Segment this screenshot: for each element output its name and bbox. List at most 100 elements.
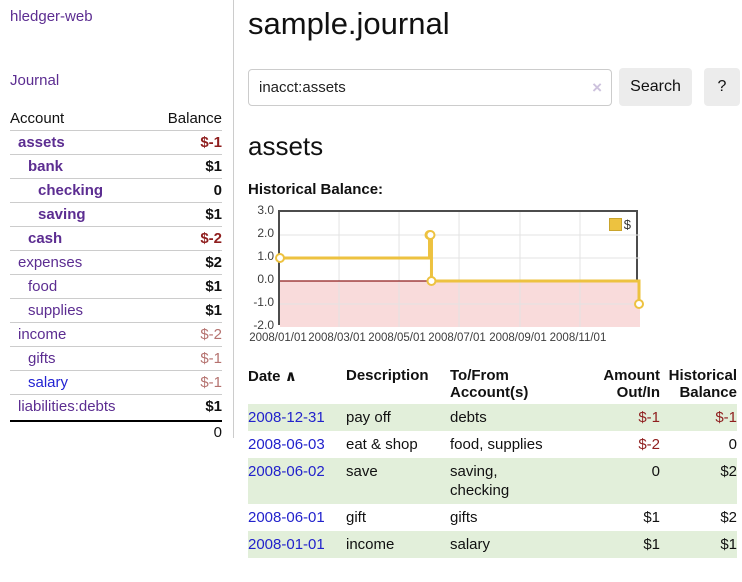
transaction-amount: 0	[583, 458, 660, 504]
transaction-balance: $1	[660, 531, 737, 558]
accounts-table-header: Account Balance	[10, 109, 222, 130]
x-axis-tick-label: 2008/11/01	[549, 332, 607, 344]
data-point-marker	[634, 299, 645, 309]
register-row: 2008-06-02 save saving, checking 0 $2	[248, 458, 737, 504]
header-amount-out-in: Amount Out/In	[603, 367, 660, 401]
transaction-accounts: debts	[450, 404, 583, 431]
account-balance: $1	[205, 158, 222, 175]
y-axis-tick-label: 3.0	[257, 203, 274, 217]
sidebar-item-journal[interactable]: Journal	[10, 72, 60, 89]
search-input[interactable]	[248, 68, 612, 106]
account-balance: $1	[205, 278, 222, 295]
data-point-marker	[425, 230, 436, 240]
legend-label: $	[623, 217, 631, 232]
y-axis-tick-label: 1.0	[257, 249, 274, 263]
transaction-balance: 0	[728, 436, 737, 453]
transaction-date-link[interactable]: 2008-06-02	[248, 463, 325, 480]
header-description: Description	[346, 367, 429, 384]
search-form: × Search ?	[248, 68, 742, 106]
account-link-gifts[interactable]: gifts	[28, 350, 56, 367]
account-link-checking[interactable]: checking	[38, 182, 104, 199]
legend-swatch	[608, 218, 622, 231]
search-button[interactable]: Search	[619, 68, 692, 106]
sidebar-accounts-table: Account Balance assets $-1 bank $1 check…	[10, 109, 222, 443]
account-row-assets: assets $-1	[10, 130, 222, 154]
account-link-income[interactable]: income	[18, 326, 67, 343]
transaction-amount: $-2	[638, 436, 660, 453]
transaction-amount: $1	[583, 531, 660, 558]
account-row-supplies: supplies $1	[10, 298, 222, 322]
account-row-income: income $-2	[10, 322, 222, 346]
x-axis-tick-label: 2008/05/01	[368, 332, 426, 344]
account-balance: $1	[205, 302, 222, 319]
transaction-date-link[interactable]: 2008-12-31	[248, 409, 325, 426]
account-balance: $1	[205, 398, 222, 415]
register-row: 2008-06-01 gift gifts $1 $2	[248, 504, 737, 531]
help-button[interactable]: ?	[704, 68, 740, 106]
account-balance: $-1	[200, 374, 222, 391]
register-row: 2008-01-01 income salary $1 $1	[248, 531, 737, 558]
sort-ascending-icon: ∧	[284, 368, 297, 385]
account-row-bank: bank $1	[10, 154, 222, 178]
account-row-salary: salary $-1	[10, 370, 222, 394]
register-header-row: Date ∧ Description To/From Account(s) Am…	[248, 365, 737, 404]
account-balance: $1	[205, 206, 222, 223]
header-date[interactable]: Date ∧	[248, 368, 297, 385]
account-balance: 0	[213, 182, 222, 199]
transaction-date-link[interactable]: 2008-06-03	[248, 436, 325, 453]
account-link-salary[interactable]: salary	[28, 374, 69, 391]
transaction-amount: $-1	[583, 404, 660, 431]
clear-search-icon[interactable]: ×	[592, 77, 602, 97]
account-row-liabilities-debts: liabilities:debts $1	[10, 394, 222, 418]
account-row-expenses: expenses $2	[10, 250, 222, 274]
main-content: sample.journal × Search ? assets Histori…	[248, 0, 742, 582]
account-row-saving: saving $1	[10, 202, 222, 226]
transaction-description: save	[346, 458, 450, 504]
account-link-bank[interactable]: bank	[28, 158, 64, 175]
transaction-balance: $2	[720, 509, 737, 526]
accounts-total-row: 0	[10, 420, 222, 443]
account-page-title: assets	[248, 131, 324, 161]
register-row: 2008-06-03 eat & shop food, supplies $-2…	[248, 431, 737, 458]
transaction-date-link[interactable]: 2008-01-01	[248, 536, 325, 553]
accounts-total-value: 0	[213, 424, 222, 441]
sidebar: hledger-web Journal Account Balance asse…	[0, 0, 234, 441]
account-row-cash: cash $-2	[10, 226, 222, 250]
accounts-header-balance: Balance	[167, 110, 222, 127]
transaction-balance: $-1	[660, 404, 737, 431]
account-balance: $-1	[200, 350, 222, 367]
transaction-balance: $2	[660, 458, 737, 504]
accounts-header-account: Account	[10, 110, 65, 127]
x-axis-tick-label: 2008/03/01	[308, 332, 366, 344]
transaction-accounts: food, supplies	[450, 436, 543, 453]
chart-label: Historical Balance:	[248, 181, 384, 198]
chart-svg	[275, 212, 645, 327]
account-row-checking: checking 0	[10, 178, 222, 202]
data-point-marker	[275, 253, 285, 263]
account-link-supplies[interactable]: supplies	[28, 302, 84, 319]
account-balance: $2	[205, 254, 222, 271]
account-link-cash[interactable]: cash	[28, 230, 63, 247]
y-axis-tick-label: -2.0	[253, 318, 274, 332]
account-link-food[interactable]: food	[28, 278, 58, 295]
account-row-food: food $1	[10, 274, 222, 298]
transaction-description: pay off	[346, 404, 450, 431]
transaction-accounts: salary	[450, 531, 583, 558]
app-brand-link[interactable]: hledger-web	[10, 8, 93, 25]
transaction-amount: $1	[643, 509, 660, 526]
account-link-saving[interactable]: saving	[38, 206, 86, 223]
header-historical-balance: Historical Balance	[668, 367, 737, 401]
y-axis-tick-label: 0.0	[257, 272, 274, 286]
historical-balance-chart: $3.0 2.0 1.0 0.0 -1.0 -2.0 2008/01/01 2008/03/0…	[248, 204, 668, 348]
account-row-gifts: gifts $-1	[10, 346, 222, 370]
data-point-marker	[426, 276, 437, 286]
account-link-expenses[interactable]: expenses	[18, 254, 83, 271]
transaction-accounts: saving, checking	[450, 458, 583, 504]
chart-legend: $	[608, 217, 631, 232]
account-balance: $-2	[200, 230, 222, 247]
account-link-liabilities-debts[interactable]: liabilities:debts	[18, 398, 116, 415]
transaction-date-link[interactable]: 2008-06-01	[248, 509, 325, 526]
account-link-assets[interactable]: assets	[18, 134, 65, 151]
header-tofrom-accounts: To/From Account(s)	[450, 367, 529, 401]
account-balance: $-2	[200, 326, 222, 343]
